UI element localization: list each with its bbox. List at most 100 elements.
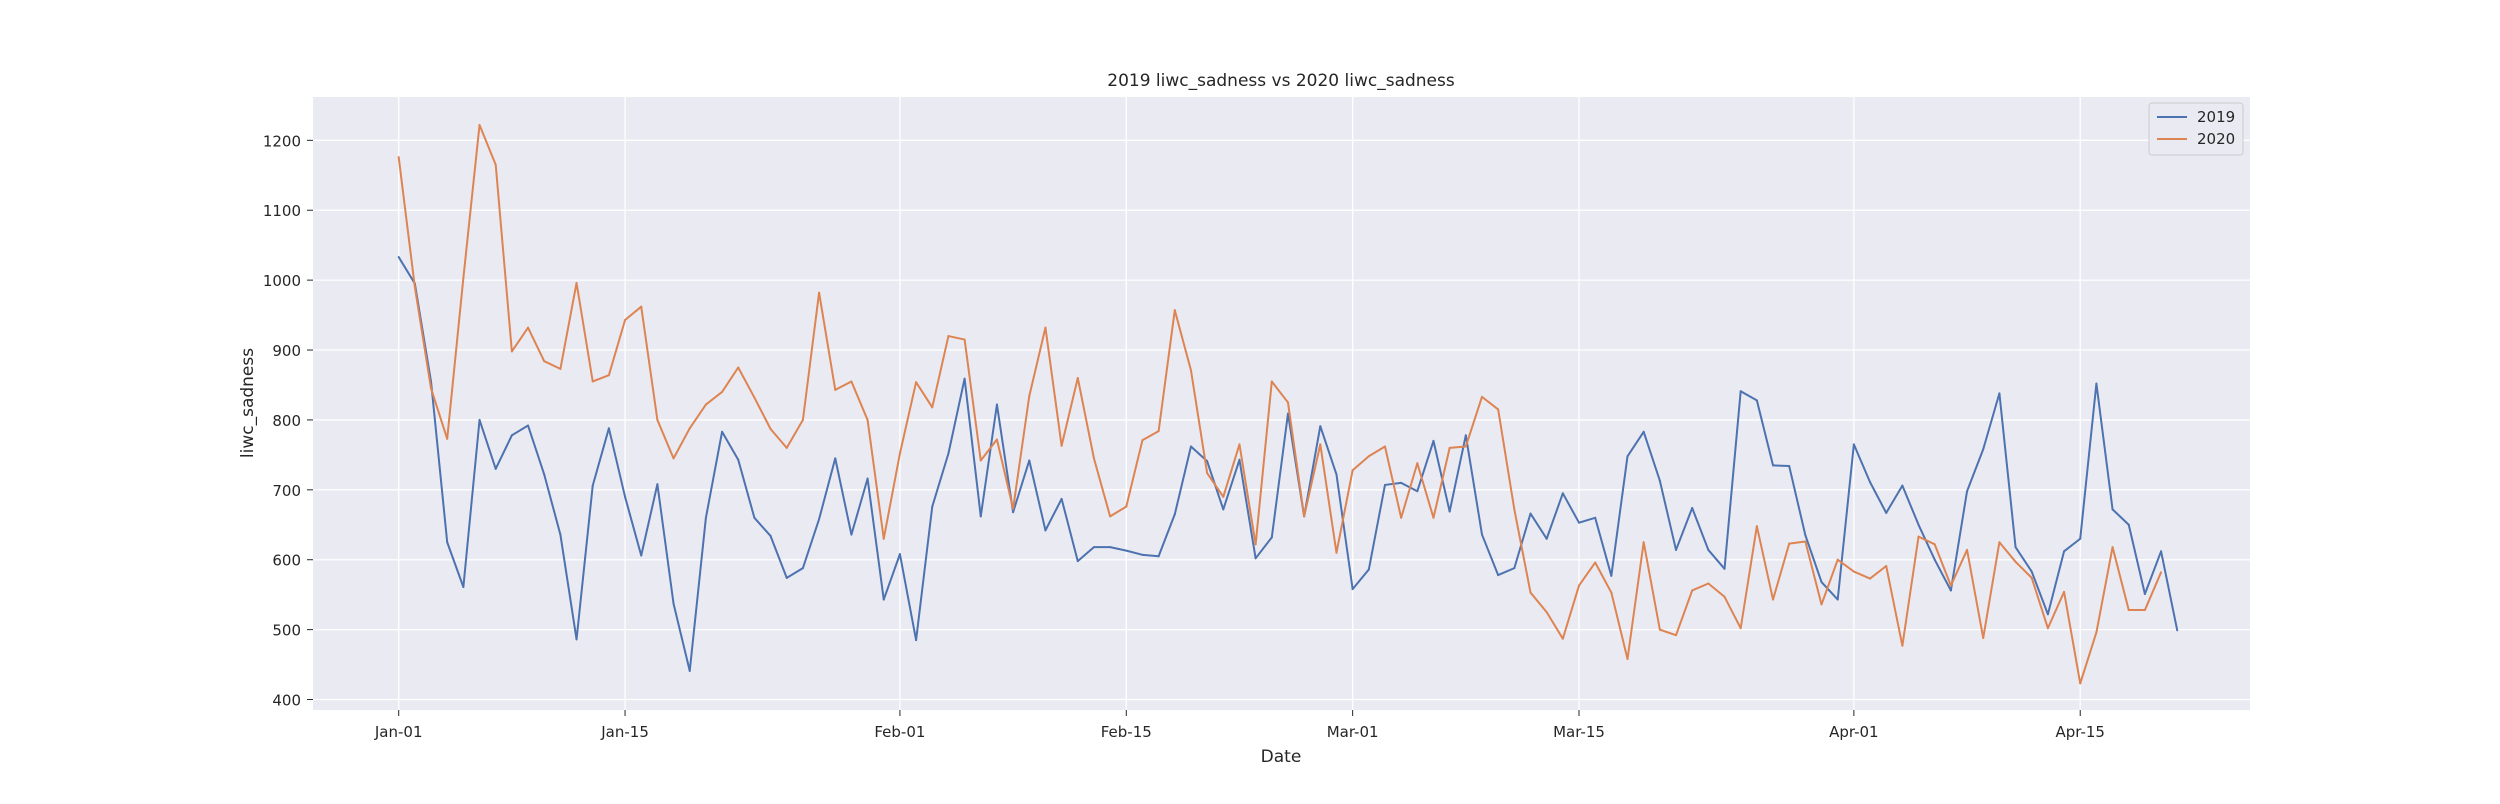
legend-label-2019: 2019 xyxy=(2197,108,2235,126)
series-2020-segment xyxy=(478,123,497,166)
series-2019-segment xyxy=(1561,492,1580,524)
y-tick-label: 1200 xyxy=(263,132,301,150)
series-2020-segment xyxy=(1448,445,1467,449)
series-2019-segment xyxy=(915,505,934,642)
series-2019-segment xyxy=(1254,536,1273,560)
series-2019-segment xyxy=(1755,399,1775,467)
series-2019-segment xyxy=(1416,439,1435,493)
series-2020-segment xyxy=(1060,376,1079,447)
series-2020-segment xyxy=(2095,546,2114,634)
series-2019-segment xyxy=(1723,390,1742,570)
series-2019-segment xyxy=(979,403,998,518)
series-2019-segment xyxy=(769,534,788,579)
series-2019-segment xyxy=(898,553,918,642)
legend-label-2020: 2020 xyxy=(2197,130,2235,148)
y-tick-label: 800 xyxy=(272,412,301,430)
series-2020-segment xyxy=(995,438,1015,510)
series-2020-segment xyxy=(931,335,950,409)
series-2020-segment xyxy=(1949,548,1969,587)
series-2020-segment xyxy=(1092,457,1112,518)
series-2020-segment xyxy=(1788,540,1807,545)
series-2020-segment xyxy=(1109,505,1128,518)
series-2019-segment xyxy=(1545,492,1564,540)
series-2019-segment xyxy=(1949,490,1969,592)
series-2019-segment xyxy=(462,418,481,588)
series-layer xyxy=(397,123,2179,685)
x-tick-label: Mar-01 xyxy=(1327,723,1379,741)
series-2019-segment xyxy=(1480,533,1500,577)
series-2020-segment xyxy=(1432,446,1451,519)
series-2019-segment xyxy=(1335,473,1354,591)
series-2019-segment xyxy=(1513,512,1532,570)
series-2019-segment xyxy=(478,418,497,470)
series-2020-segment xyxy=(1303,443,1322,518)
series-2019-segment xyxy=(1675,507,1694,551)
series-2019-segment xyxy=(397,256,416,285)
series-2020-segment xyxy=(575,281,594,383)
series-2019-segment xyxy=(850,477,869,536)
series-2020-segment xyxy=(801,291,821,421)
series-2020-segment xyxy=(947,335,966,341)
series-2020-segment xyxy=(1820,558,1839,606)
series-2019-segment xyxy=(1626,430,1645,458)
series-2019-segment xyxy=(2030,570,2049,616)
series-2020-segment xyxy=(1755,525,1775,601)
series-2019-segment xyxy=(721,430,740,461)
series-2019-segment xyxy=(1497,567,1516,577)
series-2019-segment xyxy=(1319,425,1338,476)
series-2019-segment xyxy=(2143,550,2163,595)
series-2020-segment xyxy=(1125,439,1144,508)
series-2020-segment xyxy=(591,374,610,383)
series-2020-segment xyxy=(915,381,934,409)
series-2020-segment xyxy=(1707,582,1726,598)
series-2020-segment xyxy=(1691,582,1710,592)
series-2020-segment xyxy=(721,366,740,393)
series-2020-segment xyxy=(1529,591,1548,614)
series-2020-segment xyxy=(1545,611,1564,640)
series-2020-segment xyxy=(397,156,416,289)
y-tick-label: 400 xyxy=(272,692,301,710)
series-2019-segment xyxy=(446,541,465,588)
series-2020-segment xyxy=(1400,462,1419,519)
series-2020-segment xyxy=(1901,535,1920,647)
series-2019-segment xyxy=(1529,512,1548,540)
series-2020-segment xyxy=(1335,469,1354,554)
series-2019-segment xyxy=(1044,497,1063,532)
y-axis-ticks: 400 500 600 700 800 900 1000 1100 1200 xyxy=(263,132,313,710)
series-2020-segment xyxy=(1998,541,2017,563)
series-2020-segment xyxy=(1044,326,1063,447)
series-2019-segment xyxy=(1933,558,1952,592)
series-2020-segment xyxy=(1869,565,1888,580)
series-2020-segment xyxy=(1464,395,1483,448)
series-2020-segment xyxy=(1012,395,1031,510)
series-2020 xyxy=(397,123,2163,685)
series-2019-segment xyxy=(704,430,724,519)
series-2019-segment xyxy=(510,424,530,437)
series-2019-segment xyxy=(672,602,691,672)
series-2019-segment xyxy=(1028,459,1047,532)
series-2020-segment xyxy=(624,305,643,321)
series-2019-segment xyxy=(1917,523,1936,561)
series-2019-segment xyxy=(688,516,707,672)
series-2020-segment xyxy=(1270,380,1289,404)
series-2020-segment xyxy=(1642,541,1661,631)
series-2020-segment xyxy=(898,381,918,455)
series-2020-segment xyxy=(1173,309,1192,372)
series-2020-segment xyxy=(1852,570,1872,580)
series-2020-segment xyxy=(1578,561,1597,587)
series-2020-segment xyxy=(413,286,433,390)
series-2020-segment xyxy=(607,318,627,377)
series-2020-segment xyxy=(704,390,724,406)
series-2019-segment xyxy=(494,434,513,470)
series-2019-segment xyxy=(2095,382,2114,511)
series-2019-segment xyxy=(1012,459,1031,514)
series-2019-segment xyxy=(1642,430,1661,482)
series-2019-segment xyxy=(753,516,772,537)
series-2019-segment xyxy=(882,553,901,601)
series-2020-segment xyxy=(785,418,804,449)
series-2020-segment xyxy=(2046,590,2066,630)
series-2019-segment xyxy=(1610,455,1629,577)
series-2019-segment xyxy=(640,483,659,557)
